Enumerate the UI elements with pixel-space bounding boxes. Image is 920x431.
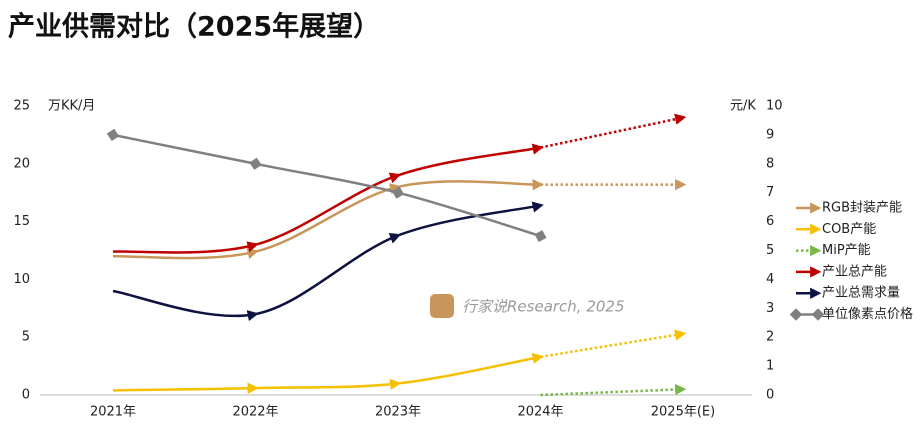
y-tick-label: 20 (13, 156, 30, 171)
y-tick-label: 10 (13, 272, 30, 287)
y-tick-label: 5 (22, 330, 30, 345)
y2-tick-label: 1 (766, 359, 774, 374)
y2-tick-label: 5 (766, 243, 774, 258)
watermark: 行家说Research, 2025 (430, 294, 625, 318)
series-line (540, 383, 687, 397)
y2-tick-label: 2 (766, 330, 774, 345)
legend-label: 单位像素点价格 (822, 306, 913, 322)
series-line (112, 352, 544, 394)
y-axis-label: 万KK/月 (48, 99, 95, 114)
y2-tick-label: 10 (766, 99, 783, 114)
x-tick-label: 2022年 (232, 405, 278, 420)
series-line (112, 143, 544, 254)
y2-tick-label: 4 (766, 272, 774, 287)
y-tick-label: 0 (22, 388, 30, 403)
legend-label: 产业总产能 (822, 264, 887, 279)
series-line (112, 179, 544, 260)
legend-label: COB产能 (822, 222, 876, 237)
y2-tick-label: 9 (766, 127, 774, 142)
x-tick-label: 2024年 (517, 405, 563, 420)
legend-label: MiP产能 (822, 243, 871, 258)
y2-tick-label: 3 (766, 301, 774, 316)
series-line (540, 329, 687, 359)
x-tick-label: 2021年 (90, 405, 136, 420)
y-tick-label: 25 (13, 99, 30, 114)
y2-tick-label: 0 (766, 388, 774, 403)
watermark-text: 行家说Research, 2025 (462, 298, 625, 316)
y-tick-label: 15 (13, 214, 30, 229)
x-tick-label: 2025年(E) (651, 405, 715, 420)
y2-tick-label: 6 (766, 214, 774, 229)
watermark-icon (430, 294, 454, 318)
series-line (540, 113, 687, 149)
series-line (106, 128, 547, 243)
x-tick-label: 2023年 (375, 405, 421, 420)
y2-axis-label: 元/K (730, 99, 756, 114)
y2-tick-label: 7 (766, 185, 774, 200)
y2-tick-label: 8 (766, 156, 774, 171)
legend-label: RGB封装产能 (822, 201, 902, 216)
chart-title: 产业供需对比（2025年展望） (8, 11, 380, 43)
legend-label: 产业总需求量 (822, 286, 900, 301)
